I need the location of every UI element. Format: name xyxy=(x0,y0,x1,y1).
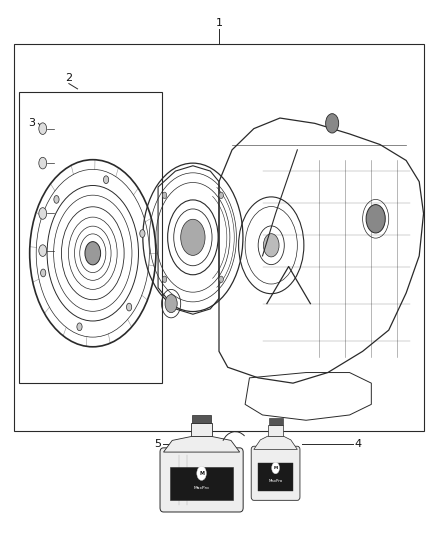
Bar xyxy=(19,92,162,383)
Text: MaxPro: MaxPro xyxy=(268,479,283,483)
Text: 1: 1 xyxy=(215,18,223,28)
Ellipse shape xyxy=(41,269,46,277)
Ellipse shape xyxy=(162,192,167,199)
Ellipse shape xyxy=(54,196,59,203)
Ellipse shape xyxy=(325,114,339,133)
Ellipse shape xyxy=(103,176,109,183)
Ellipse shape xyxy=(181,219,205,255)
Ellipse shape xyxy=(39,123,47,134)
Ellipse shape xyxy=(366,205,385,233)
Bar xyxy=(258,463,293,491)
Bar xyxy=(170,467,233,500)
Polygon shape xyxy=(163,436,240,452)
Text: 3: 3 xyxy=(28,118,35,128)
Bar xyxy=(268,424,283,436)
Ellipse shape xyxy=(263,233,279,257)
Ellipse shape xyxy=(77,323,82,330)
Polygon shape xyxy=(254,436,297,449)
Bar xyxy=(14,44,424,431)
Text: M: M xyxy=(273,466,278,470)
Text: 4: 4 xyxy=(355,439,362,449)
Ellipse shape xyxy=(39,157,47,169)
Text: MaxPro: MaxPro xyxy=(194,486,209,490)
FancyBboxPatch shape xyxy=(251,446,300,500)
FancyBboxPatch shape xyxy=(160,448,243,512)
Text: 5: 5 xyxy=(155,439,162,449)
Ellipse shape xyxy=(39,245,47,256)
Bar xyxy=(192,416,211,423)
Ellipse shape xyxy=(162,276,167,282)
Ellipse shape xyxy=(219,192,223,199)
Bar xyxy=(268,418,283,424)
Ellipse shape xyxy=(165,295,177,313)
Bar xyxy=(191,423,212,436)
Ellipse shape xyxy=(127,303,132,311)
Ellipse shape xyxy=(39,208,47,219)
Text: M: M xyxy=(199,471,204,476)
Ellipse shape xyxy=(272,462,279,474)
Ellipse shape xyxy=(219,276,223,282)
Text: 2: 2 xyxy=(65,73,72,83)
Ellipse shape xyxy=(197,466,206,480)
Ellipse shape xyxy=(85,241,101,265)
Ellipse shape xyxy=(140,230,145,237)
